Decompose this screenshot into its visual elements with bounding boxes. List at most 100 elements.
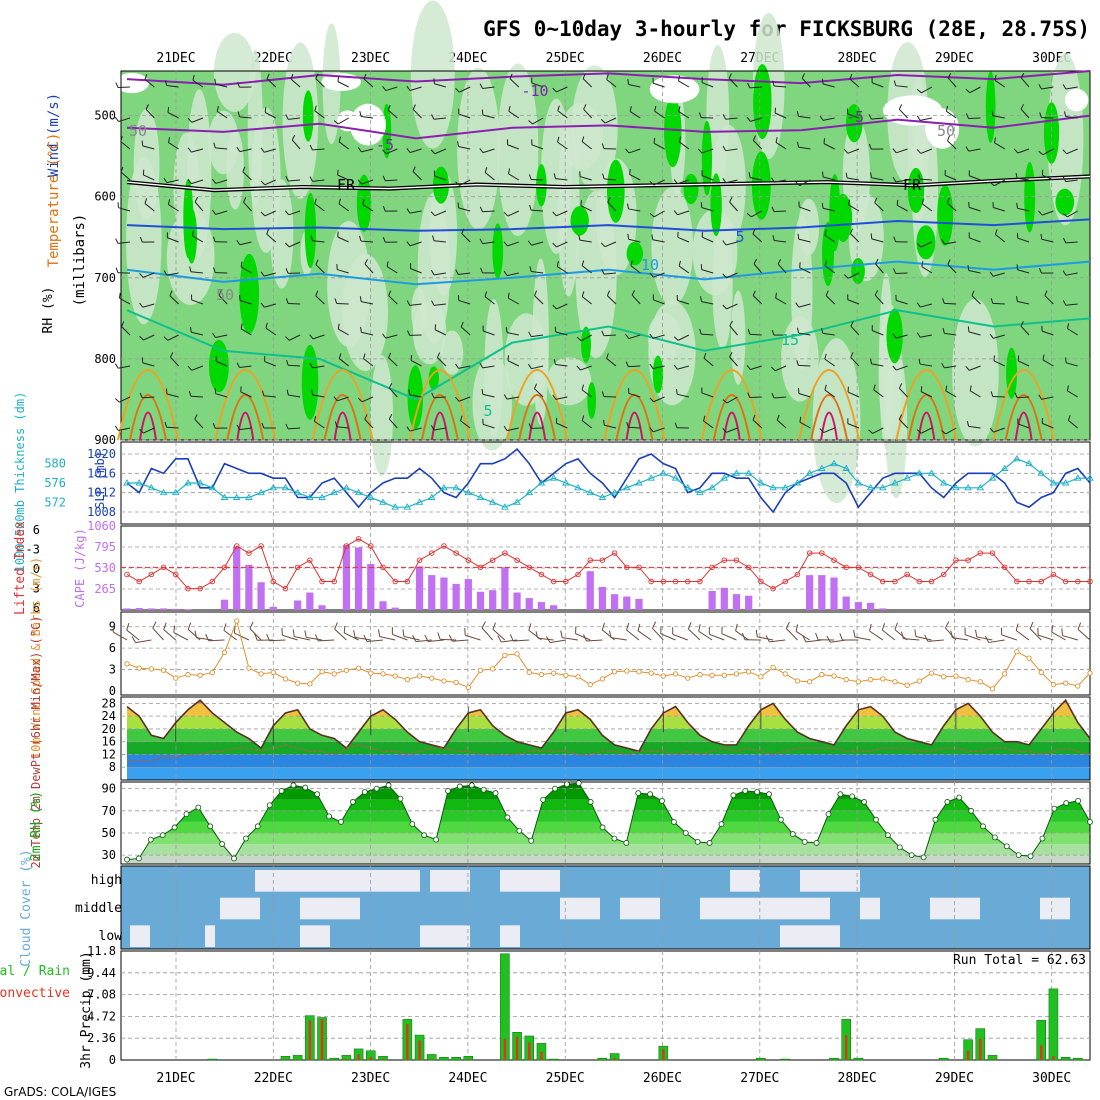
cloud-clear-block bbox=[930, 897, 980, 920]
wind-barb-flag bbox=[772, 235, 775, 241]
rh-point bbox=[231, 855, 237, 862]
thickness-point bbox=[647, 474, 655, 481]
wind-barb bbox=[606, 79, 617, 88]
rh-moist-region bbox=[587, 382, 597, 420]
wind-barb bbox=[604, 241, 617, 248]
wind-speed-point bbox=[148, 666, 155, 672]
wind-barb bbox=[152, 627, 164, 641]
rh-moist-region bbox=[581, 326, 591, 363]
wind-barb bbox=[898, 108, 908, 119]
thickness-point bbox=[220, 493, 229, 500]
thickness-point bbox=[427, 493, 436, 500]
wind-speed-point bbox=[843, 676, 849, 683]
wind-barb bbox=[945, 390, 957, 398]
wind-speed-point bbox=[355, 665, 362, 671]
wind-barb bbox=[920, 117, 932, 121]
rh-point bbox=[445, 787, 451, 794]
wind-barb bbox=[167, 334, 179, 341]
isotherm-10 bbox=[126, 260, 1091, 286]
isotherm-hottest bbox=[1014, 411, 1033, 441]
wind-barb-flag bbox=[994, 74, 997, 81]
wind-barb bbox=[850, 325, 860, 336]
wind-barb-flag bbox=[141, 140, 144, 146]
wind-barb bbox=[629, 111, 641, 119]
precip-legend-rain: Total / Rain bbox=[0, 964, 70, 979]
rh-dry-region bbox=[213, 32, 256, 112]
wind-barb bbox=[1017, 148, 1030, 154]
wind-barb-flag bbox=[552, 211, 557, 217]
li-point bbox=[636, 564, 642, 571]
wind-speed-point bbox=[928, 670, 935, 676]
wind-barb bbox=[360, 240, 374, 243]
wind-barb bbox=[460, 420, 471, 429]
wind-barb bbox=[965, 634, 981, 641]
wind-barb bbox=[120, 171, 131, 181]
wind-barb bbox=[749, 333, 762, 336]
wind-barb bbox=[118, 207, 131, 212]
cape-bar bbox=[525, 598, 533, 610]
wind-barb-flag bbox=[698, 624, 701, 632]
wind-barb bbox=[508, 173, 520, 181]
wind-barb bbox=[920, 241, 933, 248]
wind-barb bbox=[992, 302, 1005, 305]
wind-barb bbox=[798, 332, 811, 336]
wind-barb bbox=[532, 117, 544, 125]
wind-barb bbox=[173, 632, 189, 641]
wind-barb-flag bbox=[821, 78, 824, 85]
wind-barb bbox=[242, 171, 252, 181]
wind-barb-flag bbox=[893, 80, 897, 86]
rh-dry-region bbox=[282, 42, 319, 200]
wind-barb-flag bbox=[729, 320, 733, 327]
wind-barb-flag bbox=[120, 166, 124, 173]
li-point bbox=[526, 564, 533, 571]
rh-point bbox=[742, 787, 749, 794]
cape-bar bbox=[550, 605, 558, 610]
wind-barb-flag bbox=[286, 359, 289, 366]
wind-barb-flag bbox=[455, 181, 460, 186]
wind-barb bbox=[769, 639, 786, 643]
cape-bar bbox=[391, 607, 399, 610]
wind-barb bbox=[701, 301, 714, 305]
wind-barb-flag bbox=[916, 429, 922, 434]
rh-point bbox=[968, 807, 975, 814]
wind-barb bbox=[163, 629, 177, 641]
wind-barb bbox=[847, 148, 860, 154]
wind-speed-point bbox=[563, 672, 569, 678]
wind-speed-point bbox=[209, 669, 215, 676]
wind-barb-flag bbox=[870, 172, 873, 178]
wind-barb-flag bbox=[553, 359, 556, 365]
wind-barb-flag bbox=[382, 86, 387, 91]
wind-barb bbox=[1017, 396, 1030, 399]
wind-speed-point bbox=[611, 669, 618, 675]
rh-point bbox=[813, 840, 820, 846]
wind-barb bbox=[334, 628, 347, 641]
wind-barb bbox=[223, 629, 238, 641]
wind-barb-flag bbox=[364, 259, 368, 265]
cape-bar bbox=[294, 600, 302, 610]
thickness-point bbox=[488, 498, 497, 505]
wind-barb-flag bbox=[649, 363, 654, 369]
wind-barb bbox=[701, 82, 714, 88]
wind-barb bbox=[1051, 631, 1066, 641]
wind-barb bbox=[847, 177, 860, 181]
wind-barb bbox=[607, 295, 617, 305]
cape-bar bbox=[830, 577, 838, 610]
rh-point bbox=[896, 844, 903, 851]
wind-barb bbox=[194, 418, 204, 429]
cape-bar bbox=[476, 591, 485, 610]
wind-barb bbox=[701, 333, 714, 336]
wind-barb bbox=[988, 639, 1005, 643]
wind-barb-flag bbox=[432, 235, 435, 241]
wind-barb bbox=[895, 85, 908, 88]
wind-barb-flag bbox=[576, 336, 582, 342]
li-point bbox=[587, 557, 593, 563]
rh-point bbox=[956, 794, 963, 801]
wind-barb-flag bbox=[163, 336, 169, 341]
rh-point bbox=[991, 834, 998, 841]
rh-moist-region bbox=[751, 151, 771, 220]
cape-bar bbox=[123, 608, 131, 610]
y-tick-label: 795 bbox=[94, 540, 116, 554]
wind-barb bbox=[874, 294, 884, 305]
